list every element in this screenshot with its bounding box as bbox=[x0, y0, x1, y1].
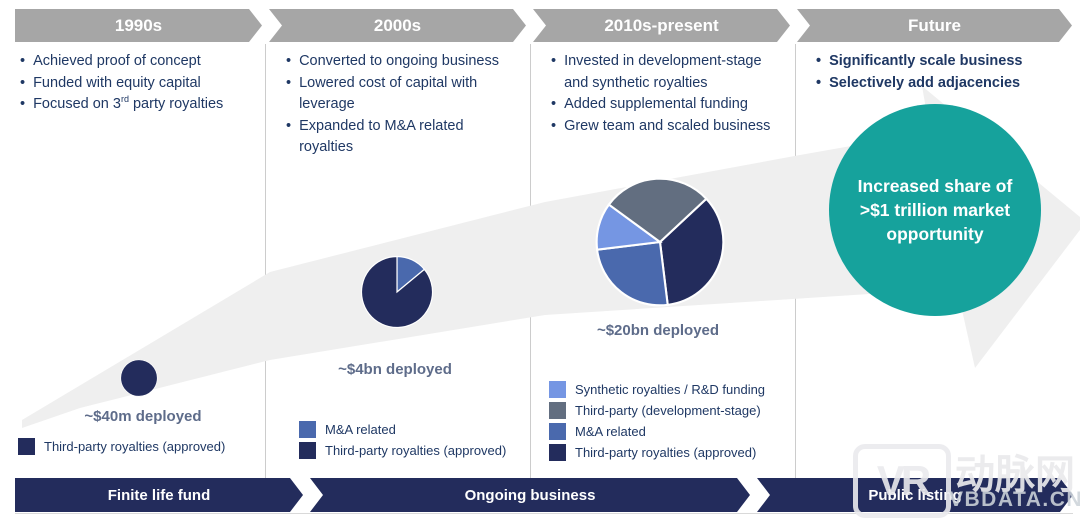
legend-label: Third-party royalties (approved) bbox=[325, 443, 507, 458]
bullet-dot: • bbox=[20, 53, 26, 69]
era-header-label: 1990s bbox=[114, 15, 163, 35]
legend-label: M&A related bbox=[325, 422, 396, 437]
phase-public-listing: Public listing bbox=[757, 478, 1073, 512]
bullet-dot: • bbox=[551, 53, 557, 69]
bullet-dot: • bbox=[286, 74, 292, 91]
bullet-text: Lowered cost of capital with leverage bbox=[299, 74, 478, 113]
deployed-label-2000s: ~$4bn deployed bbox=[338, 361, 452, 378]
future-circle-text: Increased share of bbox=[857, 176, 1013, 196]
bullet-text: Added supplemental funding bbox=[564, 96, 748, 112]
pie-chart-2010s bbox=[594, 176, 726, 308]
era-header-future: Future bbox=[797, 9, 1072, 42]
bullet-item: • Focused on 3rd party royalties bbox=[20, 94, 258, 116]
bullet-item: • Invested in development-stage and synth… bbox=[551, 51, 787, 94]
era-header-label: Future bbox=[908, 15, 961, 35]
bullet-dot: • bbox=[816, 53, 822, 69]
bullet-item: • Achieved proof of concept bbox=[20, 51, 258, 73]
legend-row: Third-party royalties (approved) bbox=[299, 442, 506, 459]
legend-swatch bbox=[549, 381, 566, 398]
era-header-1990s: 1990s bbox=[15, 9, 262, 42]
column-divider bbox=[265, 44, 266, 478]
bullet-text: Focused on 3rd party royalties bbox=[33, 94, 224, 112]
bullet-dot: • bbox=[551, 96, 557, 112]
phase-ongoing-business: Ongoing business bbox=[310, 478, 750, 512]
bullet-list-1990s: • Achieved proof of concept • Funded with … bbox=[20, 51, 258, 116]
legend-label: Third-party (development-stage) bbox=[575, 403, 761, 418]
deployment-dot-1990s bbox=[120, 359, 158, 397]
deployed-label-1990s: ~$40m deployed bbox=[84, 408, 202, 425]
bullet-dot: • bbox=[286, 117, 292, 134]
future-circle-text: opportunity bbox=[886, 224, 984, 244]
bullet-text: Significantly scale business bbox=[829, 53, 1023, 69]
bullet-text: Funded with equity capital bbox=[33, 74, 201, 91]
legend-label: M&A related bbox=[575, 424, 646, 439]
phase-label: Ongoing business bbox=[464, 486, 596, 504]
deployed-label-2010s: ~$20bn deployed bbox=[596, 322, 720, 339]
bullet-text: Converted to ongoing business bbox=[299, 53, 499, 69]
legend-label: Third-party royalties (approved) bbox=[44, 439, 226, 454]
bullet-list-future: • Significantly scale business • Selective… bbox=[816, 51, 1056, 94]
legend-row: M&A related bbox=[549, 423, 765, 440]
legend-label: Third-party royalties (approved) bbox=[575, 445, 757, 460]
legend-row: Third-party royalties (approved) bbox=[18, 438, 225, 455]
bullet-item: • Grew team and scaled business bbox=[551, 116, 787, 138]
phase-label: Finite life fund bbox=[107, 486, 211, 504]
legend-row: Third-party royalties (approved) bbox=[549, 444, 765, 461]
bullet-item: • Lowered cost of capital with leverage bbox=[286, 73, 516, 116]
pie-chart-2000s bbox=[360, 255, 434, 329]
era-header-2000s: 2000s bbox=[269, 9, 526, 42]
bullet-item: • Selectively add adjacencies bbox=[816, 73, 1056, 95]
legend-swatch bbox=[549, 423, 566, 440]
bullet-item: • Significantly scale business bbox=[816, 51, 1056, 73]
bullet-text: Achieved proof of concept bbox=[33, 53, 201, 69]
bullet-dot: • bbox=[20, 96, 26, 112]
legend-swatch bbox=[549, 444, 566, 461]
legend-row: Third-party (development-stage) bbox=[549, 402, 765, 419]
legend-2010s: Synthetic royalties / R&D funding Third-… bbox=[549, 381, 765, 465]
bullet-item: • Added supplemental funding bbox=[551, 94, 787, 116]
bullet-item: • Funded with equity capital bbox=[20, 73, 258, 95]
bullet-text: Selectively add adjacencies bbox=[829, 74, 1021, 91]
bullet-list-2000s: • Converted to ongoing business • Lowered … bbox=[286, 51, 516, 159]
era-header-label: 2010s-present bbox=[604, 15, 719, 35]
era-header-label: 2000s bbox=[373, 15, 422, 35]
bullet-text: Expanded to M&A related royalties bbox=[299, 117, 464, 156]
bullet-item: • Converted to ongoing business bbox=[286, 51, 516, 73]
bullet-dot: • bbox=[551, 117, 557, 134]
legend-swatch bbox=[18, 438, 35, 455]
bullet-dot: • bbox=[286, 53, 292, 69]
bullet-list-2010s: • Invested in development-stage and synth… bbox=[551, 51, 787, 137]
phase-finite-life-fund: Finite life fund bbox=[15, 478, 303, 512]
bottom-divider-line bbox=[15, 513, 1073, 514]
bullet-text: Invested in development-stage and synthe… bbox=[564, 53, 762, 91]
bullet-item: • Expanded to M&A related royalties bbox=[286, 116, 516, 159]
phase-label: Public listing bbox=[868, 486, 962, 504]
legend-swatch bbox=[299, 442, 316, 459]
legend-swatch bbox=[549, 402, 566, 419]
future-circle-text: >$1 trillion market bbox=[859, 200, 1011, 220]
future-opportunity-circle: Increased share of >$1 trillion market o… bbox=[829, 104, 1041, 316]
bullet-dot: • bbox=[816, 74, 822, 91]
bullet-text: Grew team and scaled business bbox=[564, 117, 771, 134]
bullet-dot: • bbox=[20, 74, 26, 91]
legend-label: Synthetic royalties / R&D funding bbox=[575, 382, 766, 397]
legend-row: Synthetic royalties / R&D funding bbox=[549, 381, 765, 398]
era-header-2010s-present: 2010s-present bbox=[533, 9, 790, 42]
legend-swatch bbox=[299, 421, 316, 438]
legend-row: M&A related bbox=[299, 421, 506, 438]
legend-2000s: M&A related Third-party royalties (appro… bbox=[299, 421, 506, 463]
legend-1990s: Third-party royalties (approved) bbox=[18, 438, 225, 459]
